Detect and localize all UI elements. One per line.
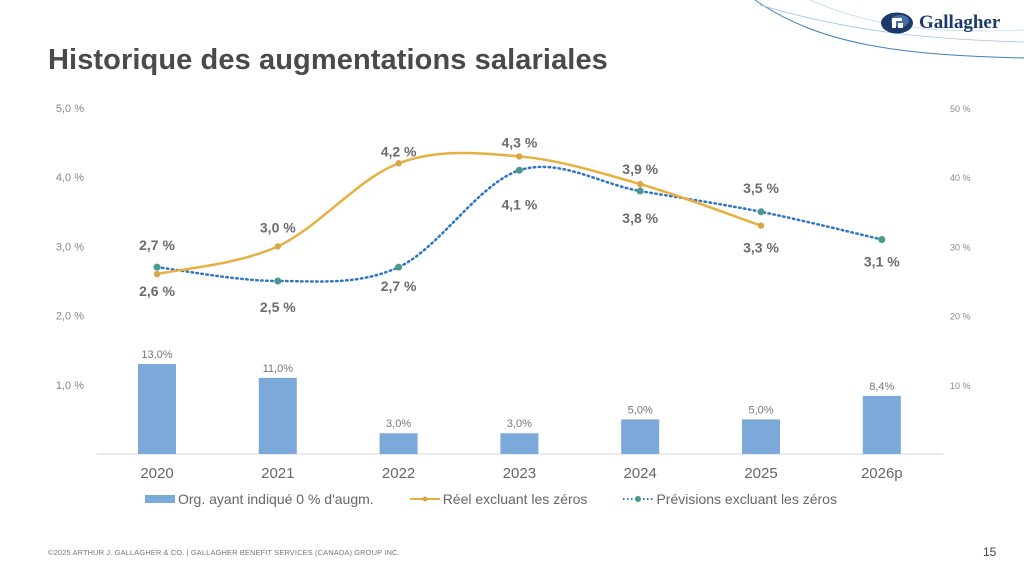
bar-data-label: 11,0%	[263, 363, 294, 375]
bar-data-label: 13,0%	[141, 349, 172, 361]
x-tick-label: 2026p	[861, 465, 903, 482]
actual-line	[156, 151, 762, 276]
legend-dotted-swatch	[623, 496, 654, 502]
brand-name: Gallagher	[919, 12, 1001, 33]
x-tick-label: 2020	[140, 465, 173, 482]
actual-data-label: 3,0 %	[260, 219, 296, 235]
chart-legend: Org. ayant indiqué 0 % d'augm. Réel excl…	[145, 491, 873, 507]
y-right-tick-label: 30 %	[950, 242, 971, 252]
x-tick-label: 2023	[503, 465, 536, 482]
forecast-marker	[757, 208, 765, 216]
bar-zero-increase	[621, 419, 660, 454]
legend-label: Org. ayant indiqué 0 % d'augm.	[178, 491, 374, 507]
actual-data-label: 3,9 %	[622, 161, 658, 177]
actual-marker	[274, 243, 281, 250]
y-left-tick-label: 4,0 %	[56, 172, 84, 184]
bar-zero-increase	[500, 433, 539, 454]
page-title: Historique des augmentations salariales	[48, 44, 608, 76]
y-left-tick-label: 5,0 %	[56, 103, 84, 115]
x-tick-label: 2022	[382, 465, 415, 482]
bar-data-label: 5,0%	[628, 404, 653, 416]
forecast-data-label: 2,7 %	[139, 237, 175, 253]
footer-copyright: ©2025 ARTHUR J. GALLAGHER & CO. | GALLAG…	[48, 548, 400, 557]
forecast-data-label: 2,5 %	[260, 299, 296, 315]
bar-data-label: 5,0%	[748, 404, 773, 416]
bar-data-label: 8,4%	[869, 381, 894, 393]
actual-data-label: 4,3 %	[501, 134, 537, 150]
bar-data-label: 3,0%	[386, 418, 411, 430]
x-tick-label: 2021	[261, 465, 294, 482]
y-right-tick-label: 40 %	[950, 173, 971, 183]
y-right-tick-label: 50 %	[950, 104, 971, 114]
actual-marker	[757, 222, 765, 229]
forecast-data-label: 3,5 %	[743, 180, 779, 196]
y-right-tick-label: 20 %	[950, 312, 971, 322]
actual-data-label: 4,2 %	[381, 143, 417, 159]
legend-line-swatch	[409, 496, 440, 502]
y-right-tick-label: 10 %	[950, 381, 971, 391]
forecast-marker	[395, 263, 403, 271]
legend-label: Prévisions excluant les zéros	[656, 491, 837, 507]
legend-item-forecast: Prévisions excluant les zéros	[623, 491, 837, 507]
y-left-tick-label: 3,0 %	[56, 241, 84, 253]
forecast-data-label: 3,1 %	[864, 253, 900, 269]
bar-data-label: 3,0%	[507, 418, 532, 430]
forecast-marker	[153, 263, 161, 271]
bar-zero-increase	[379, 433, 418, 454]
actual-marker	[516, 153, 523, 160]
globe-g-icon	[881, 12, 913, 34]
bar-zero-increase	[862, 395, 901, 454]
actual-data-label: 2,6 %	[139, 283, 175, 299]
x-tick-label: 2025	[744, 465, 777, 482]
forecast-marker	[274, 277, 282, 285]
gallagher-logo: Gallagher	[880, 10, 1000, 36]
x-tick-label: 2024	[624, 465, 657, 482]
actual-marker	[637, 180, 644, 188]
legend-bar-swatch	[145, 495, 175, 503]
actual-marker	[153, 270, 161, 278]
legend-item-zero-increase: Org. ayant indiqué 0 % d'augm.	[145, 491, 374, 507]
forecast-data-label: 3,8 %	[622, 210, 658, 226]
actual-marker	[395, 160, 402, 167]
y-left-tick-label: 1,0 %	[56, 380, 84, 392]
legend-label: Réel excluant les zéros	[442, 491, 588, 507]
legend-item-actual: Réel excluant les zéros	[409, 491, 588, 507]
page-number: 15	[983, 545, 997, 559]
forecast-marker	[515, 166, 523, 174]
forecast-marker	[878, 235, 886, 243]
forecast-marker	[636, 187, 644, 195]
bar-zero-increase	[742, 419, 780, 454]
forecast-data-label: 4,1 %	[501, 196, 537, 212]
actual-data-label: 3,3 %	[743, 240, 779, 256]
bar-zero-increase	[138, 364, 176, 454]
forecast-data-label: 2,7 %	[381, 278, 417, 294]
y-left-tick-label: 2,0 %	[56, 311, 84, 323]
bar-zero-increase	[258, 377, 297, 454]
